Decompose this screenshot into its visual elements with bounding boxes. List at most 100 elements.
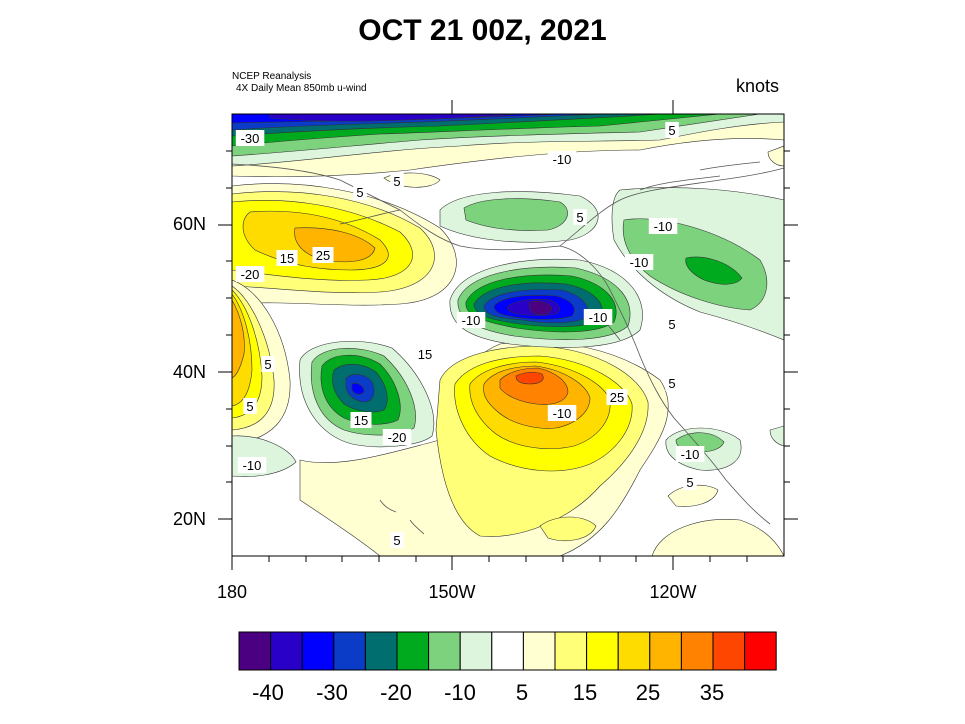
source-label: NCEP Reanalysis — [232, 71, 312, 82]
colorbar-swatch — [712, 631, 746, 671]
contour-label: 5 — [573, 209, 587, 225]
contour-fill — [539, 516, 597, 541]
colorbar-label: 5 — [515, 680, 529, 705]
svg-text:15: 15 — [418, 347, 432, 362]
contour-label: 5 — [665, 122, 679, 138]
lon-label-180: 180 — [216, 582, 248, 602]
svg-text:5: 5 — [264, 357, 271, 372]
contour-fill — [769, 425, 784, 447]
contour-label: 5 — [243, 398, 257, 414]
contour-label: -10 — [547, 151, 577, 167]
svg-text:-30: -30 — [241, 131, 260, 146]
colorbar-swatch — [396, 631, 430, 671]
colorbar-swatch — [617, 631, 651, 671]
contour-fill — [685, 256, 743, 285]
colorbar-label: -30 — [316, 680, 348, 705]
contour-label: -20 — [235, 266, 265, 282]
colorbar — [238, 631, 777, 671]
contour-label: 5 — [261, 356, 275, 372]
contour-label: -10 — [624, 254, 654, 270]
svg-text:-10: -10 — [462, 313, 481, 328]
contour-fill — [515, 371, 544, 385]
colorbar-swatch — [554, 631, 588, 671]
svg-text:-10: -10 — [630, 255, 649, 270]
svg-text:-20: -20 — [388, 430, 407, 445]
contour-label: -30 — [235, 130, 265, 146]
contour-fill — [463, 198, 568, 231]
colorbar-swatch — [238, 631, 272, 671]
colorbar-swatch — [586, 631, 619, 671]
colorbar-swatch — [459, 631, 493, 671]
svg-text:25: 25 — [316, 248, 330, 263]
colorbar-label: 15 — [572, 680, 598, 705]
svg-text:5: 5 — [668, 317, 675, 332]
colorbar-swatch — [680, 631, 714, 671]
svg-text:-10: -10 — [243, 458, 262, 473]
svg-text:5: 5 — [246, 399, 253, 414]
contour-label: 25 — [312, 247, 334, 263]
contour-fill — [269, 114, 521, 122]
contour-fill — [651, 519, 784, 556]
svg-text:-10: -10 — [589, 310, 608, 325]
contour-fill — [232, 299, 245, 379]
colorbar-swatch — [649, 631, 682, 671]
svg-text:-10: -10 — [654, 219, 673, 234]
lat-label-20n: 20N — [172, 509, 206, 529]
contour-label: 5 — [353, 184, 367, 200]
variable-label: 4X Daily Mean 850mb u-wind — [236, 83, 367, 94]
colorbar-label: -20 — [380, 680, 412, 705]
axis-ticks — [218, 100, 798, 570]
svg-text:-20: -20 — [241, 267, 260, 282]
contour-label: 5 — [390, 532, 404, 548]
colorbar-swatch — [301, 631, 335, 671]
svg-text:5: 5 — [576, 210, 583, 225]
contour-label: 5 — [665, 375, 679, 391]
svg-text:-10: -10 — [681, 447, 700, 462]
units-label: knots — [736, 76, 780, 96]
svg-text:-10: -10 — [553, 152, 572, 167]
contour-labels: -30 -10 5 5 5 15 25 5 -10 -10 -10 -10 -20 5 5 5 15 -20 -10… — [235, 122, 705, 548]
svg-text:25: 25 — [610, 390, 624, 405]
svg-text:5: 5 — [393, 533, 400, 548]
svg-text:5: 5 — [668, 123, 675, 138]
svg-text:5: 5 — [393, 174, 400, 189]
contour-label: -10 — [648, 218, 678, 234]
colorbar-swatch — [428, 631, 461, 671]
contour-label: 5 — [390, 173, 404, 189]
contour-fill — [528, 300, 553, 316]
svg-text:5: 5 — [356, 185, 363, 200]
contour-fill — [767, 145, 784, 167]
colorbar-swatch — [522, 631, 556, 671]
contour-label: 15 — [414, 346, 436, 362]
svg-text:5: 5 — [668, 376, 675, 391]
svg-text:5: 5 — [686, 475, 693, 490]
contour-label: 15 — [350, 412, 372, 428]
lat-label-60n: 60N — [172, 214, 206, 234]
contour-label: 5 — [665, 316, 679, 332]
svg-text:15: 15 — [354, 413, 368, 428]
svg-text:15: 15 — [280, 251, 294, 266]
chart-title: OCT 21 00Z, 2021 — [358, 14, 607, 47]
colorbar-label: 25 — [635, 680, 661, 705]
contour-label: 25 — [606, 389, 628, 405]
colorbar-swatch — [270, 631, 303, 671]
contour-label: -10 — [547, 405, 577, 421]
contour-fill — [667, 484, 719, 507]
contour-label: -10 — [675, 446, 705, 462]
colorbar-swatch — [491, 631, 524, 671]
contour-label: -10 — [237, 457, 267, 473]
svg-text:-10: -10 — [553, 406, 572, 421]
colorbar-swatch — [333, 631, 366, 671]
lat-label-40n: 40N — [172, 362, 206, 382]
contour-label: -20 — [382, 429, 412, 445]
contour-label: 15 — [276, 250, 298, 266]
lon-label-120w: 120W — [649, 582, 697, 602]
contour-label: -10 — [456, 312, 486, 328]
contour-label: 5 — [683, 474, 697, 490]
lon-label-150w: 150W — [428, 582, 476, 602]
colorbar-label: -10 — [444, 680, 476, 705]
contour-fill — [351, 383, 365, 395]
contour-field — [232, 114, 784, 556]
colorbar-label: -40 — [252, 680, 284, 705]
